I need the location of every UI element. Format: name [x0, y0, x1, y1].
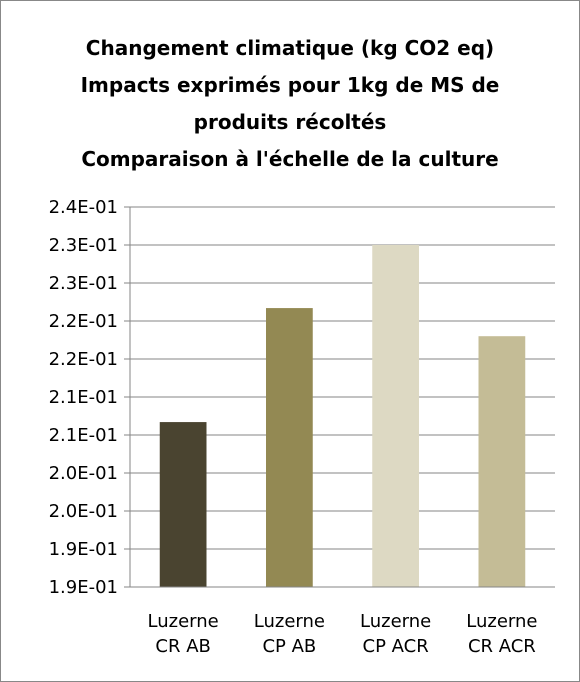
bar [159, 422, 207, 587]
y-tick-label: 2.0E-01 [48, 500, 118, 522]
y-tick-label: 2.1E-01 [48, 386, 118, 408]
y-tick-label: 1.9E-01 [48, 576, 118, 598]
x-tick-label: Luzerne CR ACR [466, 611, 538, 657]
y-tick-label: 2.0E-01 [48, 462, 118, 484]
x-tick-label: Luzerne CP ACR [360, 611, 432, 657]
y-tick-label: 2.2E-01 [48, 348, 118, 370]
bar [478, 336, 526, 587]
chart-title: Changement climatique (kg CO2 eq) Impact… [80, 36, 500, 171]
y-tick-label: 2.3E-01 [48, 272, 118, 294]
bar [266, 308, 313, 587]
y-tick-label: 1.9E-01 [48, 538, 118, 560]
y-tick-label: 2.1E-01 [48, 424, 118, 446]
x-tick-label: Luzerne CR AB [147, 611, 219, 657]
x-tick-label: Luzerne CP AB [253, 611, 325, 657]
y-tick-label: 2.4E-01 [48, 196, 118, 218]
y-tick-label: 2.2E-01 [48, 310, 118, 332]
bar [372, 245, 419, 587]
y-tick-label: 2.3E-01 [48, 234, 118, 256]
